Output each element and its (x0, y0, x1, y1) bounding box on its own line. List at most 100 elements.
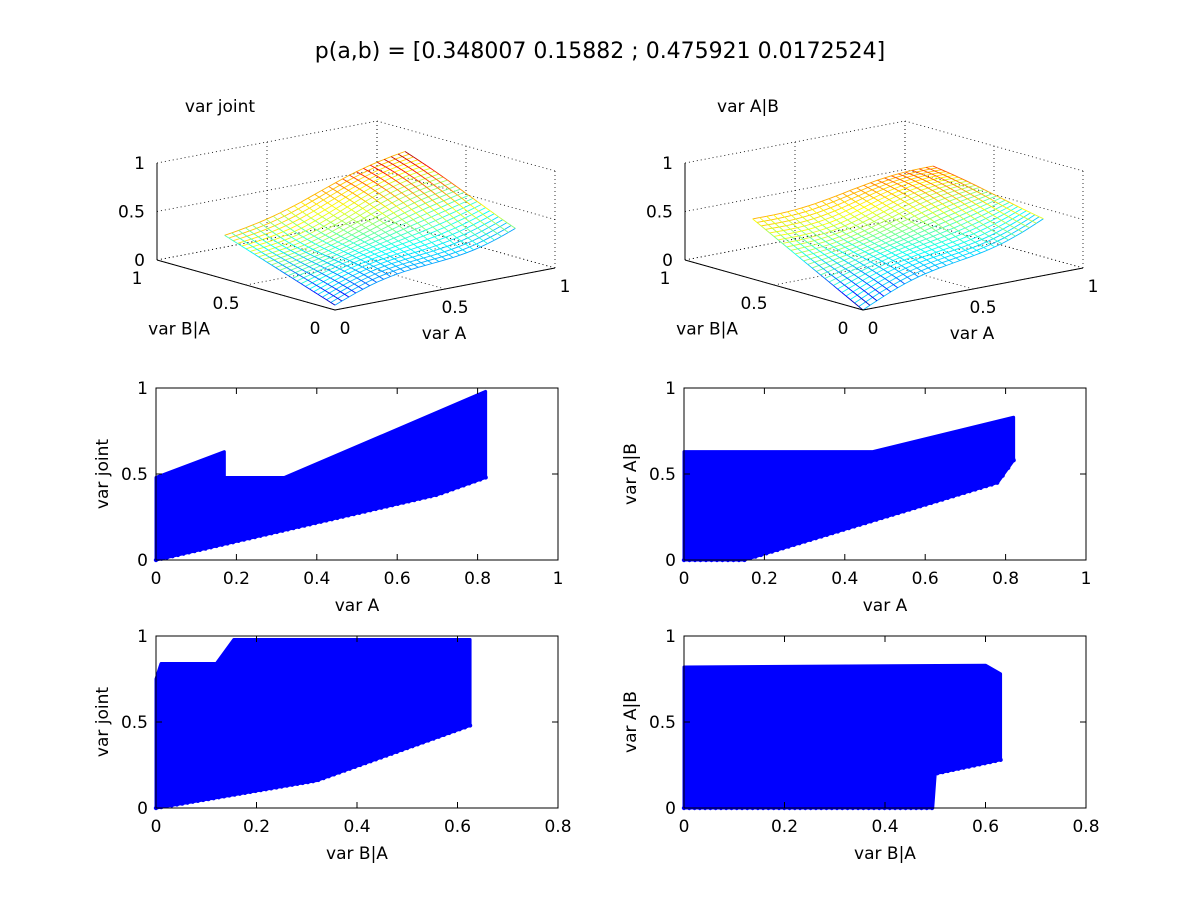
surface-mesh-line (461, 224, 467, 229)
surface-mesh-line (985, 218, 991, 222)
surface-mesh-line (429, 232, 435, 238)
subplot-title: var joint (185, 97, 255, 117)
surface-mesh-line (974, 241, 980, 246)
surface-mesh-line (909, 249, 915, 253)
y-tick-label: 0.5 (649, 465, 676, 485)
scatter-point (967, 488, 972, 494)
scatter-point (399, 747, 405, 753)
surface-mesh-line (471, 240, 477, 245)
surface-mesh-line (760, 225, 766, 230)
surface-mesh-line (937, 259, 943, 264)
scatter-point (439, 490, 444, 496)
surface-mesh-line (367, 235, 372, 240)
surface-mesh-line (266, 261, 272, 266)
surface-mesh-line (931, 249, 937, 253)
surface-mesh-line (503, 229, 509, 233)
surface-mesh-line (871, 248, 877, 252)
surface-mesh-line (947, 176, 952, 179)
surface-mesh-line (333, 215, 338, 219)
surface-mesh-line (323, 225, 329, 230)
surface-mesh-line (950, 209, 956, 214)
surface-mesh-line (413, 264, 419, 268)
surface-mesh-line (863, 290, 869, 295)
surface-mesh-line (446, 220, 452, 225)
surface-mesh-line (438, 173, 444, 178)
surface-mesh-line (334, 224, 340, 228)
surface-mesh-line (301, 249, 307, 253)
surface-mesh-line (367, 170, 373, 174)
surface-mesh-line (423, 170, 429, 174)
surface-mesh-line (891, 193, 897, 197)
surface-mesh-line (310, 217, 316, 222)
surface-mesh-line (885, 263, 891, 267)
surface-mesh-line (868, 293, 873, 298)
surface-mesh-line (428, 223, 434, 228)
surface-mesh-line (481, 230, 487, 235)
surface-mesh-line (902, 230, 907, 235)
surface-mesh-line (383, 196, 388, 201)
surface-mesh-line (871, 227, 876, 231)
surface-mesh-line (342, 203, 348, 208)
scatter-point (219, 542, 225, 547)
surface-mesh-line (1023, 216, 1029, 220)
surface-mesh-line (364, 176, 370, 180)
surface-mesh-line (896, 241, 902, 246)
surface-mesh-line (388, 248, 394, 252)
surface-mesh-line (864, 230, 869, 234)
surface-mesh-line (373, 181, 378, 185)
surface-mesh-line (981, 238, 987, 243)
surface-mesh-line (835, 195, 841, 200)
surface-mesh-line (790, 250, 796, 255)
surface-mesh-line (799, 222, 805, 227)
surface-mesh-line (510, 225, 516, 229)
surface-mesh-line (403, 251, 409, 255)
surface-mesh-line (293, 244, 298, 249)
surface-mesh-line (959, 215, 964, 220)
surface-mesh-line (1015, 212, 1020, 216)
z-tick-label: 1 (134, 154, 145, 174)
surface-mesh-line (323, 248, 329, 251)
surface-mesh-line (938, 246, 944, 251)
surface-mesh-line (401, 192, 407, 197)
surface-mesh-line (919, 262, 925, 266)
surface-mesh-line (946, 230, 952, 235)
surface-mesh-line (1008, 216, 1013, 220)
surface-mesh-line (422, 183, 427, 188)
y-axis-label: var B|A (676, 320, 738, 340)
scatter-point (368, 758, 373, 764)
scatter-point (357, 510, 362, 515)
surface-mesh-line (940, 195, 946, 199)
surface-mesh-line (457, 220, 463, 226)
scatter-point (340, 514, 345, 519)
surface-mesh-line (971, 224, 977, 229)
scatter-point (972, 487, 978, 492)
surface-mesh-line (893, 225, 899, 229)
surface-mesh-line (929, 177, 934, 180)
surface-mesh-line (954, 174, 959, 178)
scatter-point (455, 485, 461, 490)
surface-mesh-line (318, 258, 324, 262)
surface-mesh-line (970, 215, 976, 220)
surface-mesh-line (354, 250, 360, 253)
scatter-point (786, 544, 791, 549)
surface-mesh-line (410, 161, 416, 166)
surface-mesh-line (892, 239, 898, 243)
surface-mesh-line (877, 258, 883, 262)
surface-mesh-line (370, 187, 376, 192)
surface-mesh-line (377, 248, 382, 252)
surface-mesh-line (277, 242, 283, 246)
surface-mesh-line (409, 199, 415, 204)
surface-mesh-line (842, 251, 847, 256)
surface-mesh-line (968, 206, 974, 211)
surface-mesh-line (888, 281, 894, 285)
surface-mesh-line (918, 168, 924, 171)
surface-mesh-line (895, 254, 901, 258)
surface-mesh-line (861, 256, 867, 260)
surface-mesh-line (399, 268, 405, 272)
scatter-point (159, 804, 164, 810)
y-tick-label: 1 (665, 627, 676, 647)
surface-mesh-line (863, 264, 869, 269)
surface-mesh-line (264, 233, 270, 238)
y-tick-label: 1 (132, 269, 143, 289)
scatter-point (420, 740, 426, 745)
